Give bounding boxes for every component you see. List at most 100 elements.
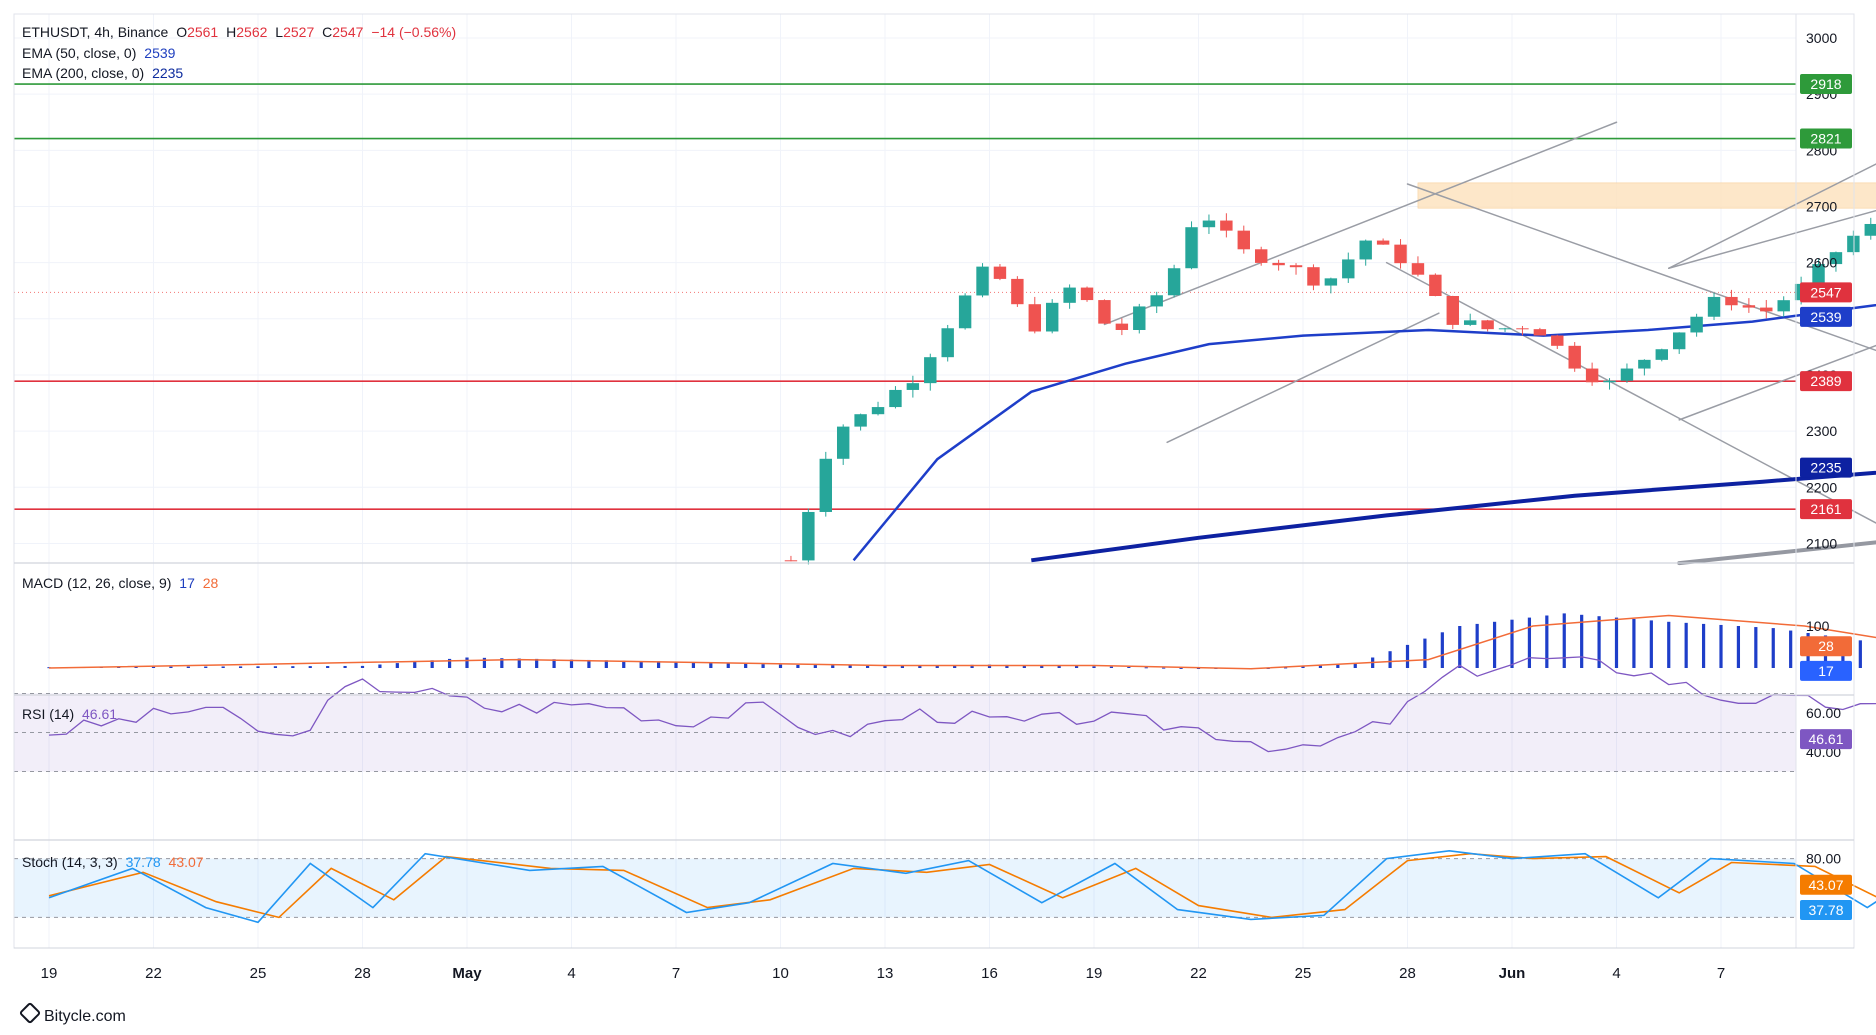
- macd-bar-43: [796, 664, 800, 668]
- candle-body-6: [889, 389, 902, 408]
- candle-body-28: [1272, 262, 1285, 266]
- macd-bar-49: [900, 665, 905, 668]
- support-2389-tag-text: 2389: [1810, 373, 1841, 389]
- macd-bar-97: [1736, 626, 1741, 668]
- macd-bar-39: [726, 663, 730, 668]
- time-tick-5: 4: [567, 965, 575, 982]
- macd-bar-64: [1162, 667, 1166, 669]
- macd-bar-36: [674, 661, 678, 668]
- macd-bar-77: [1388, 651, 1392, 668]
- candle-body-42: [1516, 328, 1529, 330]
- candle-body-8: [924, 357, 937, 384]
- stoch-tick-80: 80.00: [1806, 851, 1841, 867]
- macd-bar-37: [691, 662, 696, 668]
- candle-body-13: [1011, 278, 1024, 305]
- price-axis: 3000290028002700260025002400230022002100…: [1800, 30, 1852, 920]
- macd-bar-86: [1545, 615, 1549, 668]
- macd-bar-58: [1057, 665, 1061, 668]
- macd-bar-89: [1597, 616, 1601, 668]
- open-label: O2561: [176, 24, 219, 40]
- macd-bar-83: [1492, 621, 1497, 668]
- price-tick-2200: 2200: [1806, 479, 1837, 495]
- macd-pane: [47, 613, 1876, 670]
- candle-body-1: [802, 511, 815, 561]
- macd-bar-98: [1754, 627, 1758, 668]
- candle-body-43: [1533, 329, 1547, 336]
- macd-bar-40: [744, 663, 748, 668]
- candle-body-38: [1446, 295, 1459, 325]
- macd-bar-27: [517, 658, 521, 668]
- candle-body-17: [1080, 287, 1094, 301]
- macd-bar-35: [656, 661, 661, 668]
- candle-body-36: [1411, 263, 1425, 275]
- legend-ema200: EMA (200, close, 0) 2235: [22, 65, 187, 81]
- ema50-value: 2539: [144, 45, 176, 61]
- change-label: −14 (−0.56%): [371, 24, 457, 40]
- rsi-value-tag-text: 46.61: [1808, 731, 1843, 747]
- macd-bar-44: [813, 665, 817, 668]
- pane-frames: [13, 13, 1855, 949]
- macd-bar-38: [709, 662, 713, 668]
- ema50-name: EMA (50, close, 0): [22, 45, 137, 61]
- legend-stoch: Stoch (14, 3, 3) 37.78 43.07: [22, 854, 208, 870]
- macd-bar-34: [639, 661, 643, 668]
- candle-body-0: [784, 560, 798, 562]
- candle-body-7: [906, 383, 920, 390]
- macd-bar-95: [1701, 623, 1706, 668]
- macd-bar-19: [378, 664, 382, 668]
- candle-body-24: [1202, 220, 1216, 228]
- candle-body-55: [1742, 305, 1756, 308]
- resistance-2918-tag-text: 2918: [1810, 76, 1841, 92]
- grid: [14, 14, 1796, 948]
- price-tick-3000: 3000: [1806, 30, 1837, 46]
- candle-body-34: [1376, 240, 1390, 245]
- macd-bar-84: [1510, 619, 1514, 668]
- macd-signal-tag-text: 28: [1818, 638, 1834, 654]
- horizontal-levels: [14, 83, 1796, 510]
- ema50-price-tag-text: 2539: [1810, 309, 1841, 325]
- trendlines: [1103, 121, 1876, 566]
- ema-lines: [852, 303, 1876, 563]
- macd-bar-57: [1040, 665, 1044, 668]
- candle-body-60: [1829, 252, 1843, 265]
- descending-channel-lower: [1385, 261, 1876, 524]
- macd-signal-line: [48, 614, 1876, 670]
- candle-body-59: [1812, 264, 1825, 284]
- macd-bar-63: [1144, 667, 1148, 669]
- resistance-2821-tag-text: 2821: [1810, 131, 1841, 147]
- macd-bar-18: [360, 665, 365, 668]
- macd-bar-93: [1667, 621, 1671, 668]
- outer-frame: [13, 13, 1855, 949]
- macd-bar-29: [552, 659, 556, 668]
- macd-bar-24: [465, 657, 469, 668]
- macd-bar-50: [918, 665, 922, 668]
- time-tick-13: 28: [1399, 965, 1416, 982]
- macd-tick-100: 100: [1806, 618, 1830, 634]
- symbol-label: ETHUSDT, 4h, Binance: [22, 24, 169, 40]
- macd-bar-33: [622, 660, 626, 668]
- stoch-k-line: [48, 849, 1876, 924]
- support-2161-tag: [1800, 499, 1852, 520]
- macd-bar-28: [535, 658, 539, 668]
- macd-bar-92: [1649, 620, 1653, 668]
- candle-body-57: [1777, 300, 1790, 312]
- broadening-line: [1668, 163, 1876, 270]
- channel-2-lower: [1678, 344, 1876, 421]
- time-tick-14: Jun: [1499, 965, 1526, 982]
- candle-body-3: [836, 426, 850, 459]
- footer-brand[interactable]: Bitycle.com: [18, 1001, 126, 1026]
- macd-bar-20: [395, 663, 399, 668]
- time-tick-1: 22: [145, 965, 162, 982]
- candle-body-30: [1307, 267, 1320, 286]
- candle-body-53: [1707, 296, 1721, 317]
- chain-link-icon: [18, 1001, 42, 1025]
- macd-signal-tag: [1800, 636, 1852, 657]
- candle-body-15: [1045, 302, 1059, 332]
- macd-bar-62: [1127, 666, 1131, 668]
- stoch-band: [14, 858, 1796, 918]
- candle-body-26: [1237, 230, 1250, 250]
- support-2389-tag: [1800, 371, 1852, 392]
- macd-value: 17: [179, 575, 195, 591]
- stoch-k-tag-text: 37.78: [1808, 902, 1843, 918]
- macd-bar-5: [134, 666, 138, 668]
